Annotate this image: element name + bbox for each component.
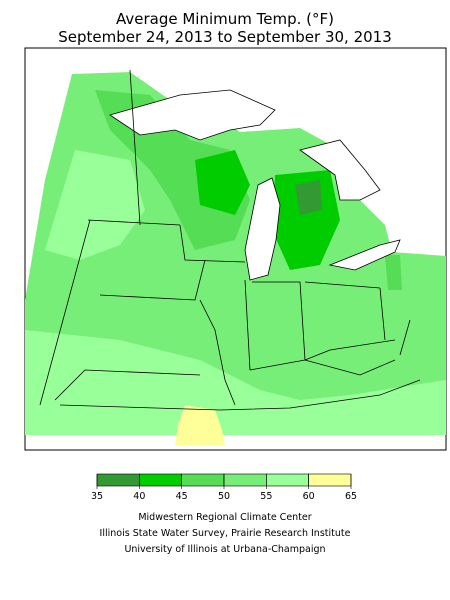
legend-tick-label: 40 — [133, 491, 145, 502]
lake-superior — [109, 89, 276, 141]
lake-huron — [299, 139, 381, 201]
legend: 35 40 45 50 55 60 65 — [91, 473, 357, 502]
legend-tick-label: 65 — [345, 491, 357, 502]
region — [25, 330, 446, 435]
legend-swatch — [223, 473, 267, 487]
legend-swatch — [181, 473, 225, 487]
legend-tick-label: 45 — [176, 491, 188, 502]
legend-tick-label: 55 — [260, 491, 272, 502]
lake-erie — [328, 239, 401, 271]
region — [385, 255, 402, 290]
credit: University of Illinois at Urbana-Champai… — [124, 544, 325, 555]
legend-tick-label: 35 — [91, 491, 103, 502]
legend-swatch — [139, 473, 182, 487]
credit: Illinois State Water Survey, Prairie Res… — [100, 528, 351, 539]
legend-swatch — [266, 473, 309, 487]
state-lines — [39, 69, 421, 411]
region — [272, 170, 340, 270]
subtitle: September 24, 2013 to September 30, 2013 — [58, 28, 392, 46]
region — [195, 150, 250, 215]
legend-tick-label: 50 — [218, 491, 230, 502]
legend-tick-label: 60 — [303, 491, 315, 502]
region — [175, 405, 225, 445]
lake-michigan — [244, 177, 281, 281]
legend-swatch — [96, 473, 140, 487]
legend-swatch — [308, 473, 352, 487]
region — [295, 180, 322, 215]
credit: Midwestern Regional Climate Center — [138, 512, 311, 523]
region — [45, 150, 145, 260]
title: Average Minimum Temp. (°F) — [116, 10, 334, 28]
map — [24, 47, 447, 451]
